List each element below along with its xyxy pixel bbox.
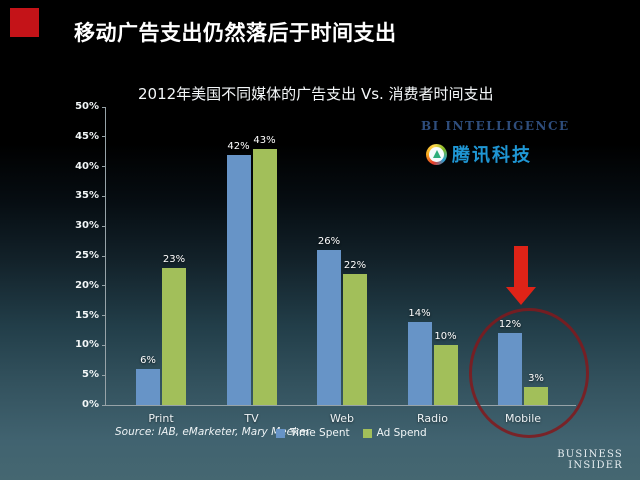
value-label: 23% <box>162 253 186 265</box>
y-axis-tick <box>102 315 106 317</box>
down-arrow-icon <box>514 246 528 287</box>
value-label: 42% <box>227 140 250 152</box>
value-label: 26% <box>317 236 341 248</box>
y-axis-label: 30% <box>75 220 99 232</box>
time-spent-swatch-icon <box>276 428 285 438</box>
plot-area: 0% 5% 10% 15% 20% 25% 30% 35% 40% 45% 50% 6% 23% Prin… <box>75 101 576 425</box>
y-axis-tick <box>102 404 106 406</box>
bar-tv-ad-spend <box>252 148 277 405</box>
source-note: Source: IAB, eMarketer, Mary Meeker <box>115 426 310 438</box>
y-axis-label: 50% <box>75 101 99 112</box>
value-label: 43% <box>253 134 276 146</box>
x-axis-label-radio: Radio <box>417 412 448 425</box>
tencent-logo-text: 腾讯科技 <box>452 145 532 166</box>
tencent-tech-logo: 腾讯科技 <box>426 141 532 167</box>
y-axis-tick <box>102 374 106 376</box>
legend-label-time-spent: Time Spent <box>290 427 350 439</box>
y-axis-label: 25% <box>75 250 99 261</box>
business-insider-line1: BUSINESS <box>557 449 623 460</box>
page-title: 移动广告支出仍然落后于时间支出 <box>74 21 397 45</box>
down-arrow-head-icon <box>506 287 536 305</box>
tencent-icon-triangle <box>433 149 441 158</box>
tencent-logo-icon <box>426 143 447 165</box>
business-insider-line2: INSIDER <box>568 460 623 471</box>
y-axis-tick <box>102 285 106 287</box>
y-axis-label: 40% <box>75 160 99 172</box>
y-axis-label: 0% <box>82 399 99 410</box>
value-label: 10% <box>434 331 457 343</box>
bar-web-ad-spend <box>343 273 367 405</box>
y-axis-tick <box>102 136 106 138</box>
y-axis-tick <box>102 106 106 108</box>
y-axis-label: 5% <box>82 369 99 381</box>
bar-tv-time-spent <box>226 154 251 405</box>
y-axis-tick <box>102 195 106 197</box>
y-axis-tick <box>102 166 106 168</box>
bar-radio-time-spent <box>407 321 432 405</box>
mobile-highlight-circle <box>469 308 589 438</box>
x-axis-label-print: Print <box>148 412 174 425</box>
legend-label-ad-spend: Ad Spend <box>376 427 427 439</box>
value-label: 22% <box>343 259 367 271</box>
legend: Time Spent Ad Spend <box>276 427 427 439</box>
business-insider-logo: BUSINESS INSIDER <box>557 449 623 471</box>
value-label: 6% <box>140 355 156 367</box>
bar-print-ad-spend <box>162 267 186 405</box>
bar-radio-ad-spend <box>433 345 458 405</box>
y-axis-label: 15% <box>75 309 99 321</box>
bar-web-time-spent <box>317 250 341 405</box>
y-axis-tick <box>102 225 106 227</box>
red-square-decoration <box>10 8 39 37</box>
ad-spend-swatch-icon <box>362 428 372 438</box>
y-axis-label: 45% <box>75 130 99 142</box>
x-axis-label-web: Web <box>330 412 354 425</box>
y-axis-label: 10% <box>75 339 99 351</box>
value-label: 14% <box>408 307 431 319</box>
chart-title: 2012年美国不同媒体的广告支出 Vs. 消费者时间支出 <box>138 85 494 103</box>
y-axis-label: 20% <box>75 279 99 291</box>
legend-item-time-spent: Time Spent <box>276 427 350 439</box>
y-axis-tick <box>102 344 106 346</box>
bi-intelligence-logo: BI INTELLIGENCE <box>421 119 570 133</box>
bar-print-time-spent <box>136 369 160 405</box>
x-axis-label-tv: TV <box>244 412 259 425</box>
y-axis-tick <box>102 255 106 257</box>
y-axis-label: 35% <box>75 190 99 202</box>
legend-item-ad-spend: Ad Spend <box>362 427 427 439</box>
